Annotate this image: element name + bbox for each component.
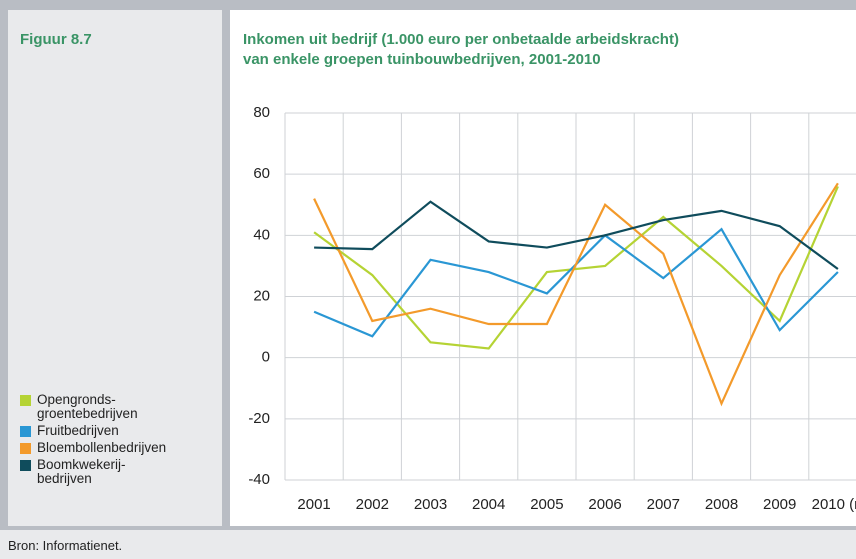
frame bbox=[0, 0, 8, 530]
x-tick-label: 2010 (r) bbox=[812, 496, 856, 513]
legend-item: Fruitbedrijven bbox=[20, 424, 160, 438]
legend-swatch bbox=[20, 443, 31, 454]
y-tick-label: 20 bbox=[253, 287, 270, 304]
frame bbox=[0, 0, 856, 10]
legend-item: Boomkwekerij-bedrijven bbox=[20, 458, 160, 486]
legend-label: Bloembollenbedrijven bbox=[37, 440, 167, 455]
x-tick-label: 2009 bbox=[763, 496, 796, 513]
y-tick-label: -40 bbox=[248, 471, 270, 488]
frame bbox=[222, 0, 230, 530]
y-tick-label: 0 bbox=[262, 349, 270, 366]
frame bbox=[0, 526, 856, 530]
x-tick-label: 2006 bbox=[588, 496, 621, 513]
chart-title: Inkomen uit bedrijf (1.000 euro per onbe… bbox=[243, 30, 679, 70]
legend-label: Opengronds-groentebedrijven bbox=[37, 392, 138, 421]
y-tick-label: 40 bbox=[253, 226, 270, 243]
x-tick-label: 2003 bbox=[414, 496, 447, 513]
series-line bbox=[313, 182, 839, 407]
source: Bron: Informatienet. bbox=[8, 538, 123, 553]
title-line: van enkele groepen tuinbouwbedrijven, 20… bbox=[243, 51, 601, 68]
series-line bbox=[313, 185, 839, 350]
x-tick-label: 2004 bbox=[472, 496, 505, 513]
title-line: Inkomen uit bedrijf (1.000 euro per onbe… bbox=[243, 31, 679, 48]
y-tick-label: 80 bbox=[253, 104, 270, 121]
y-tick-label: -20 bbox=[248, 410, 270, 427]
x-tick-label: 2001 bbox=[297, 496, 330, 513]
legend-swatch bbox=[20, 426, 31, 437]
x-tick-label: 2005 bbox=[530, 496, 563, 513]
figure-label: Figuur 8.7 bbox=[20, 31, 92, 48]
legend: Opengronds-groentebedrijven Fruitbedrijve… bbox=[20, 393, 166, 489]
x-tick-label: 2008 bbox=[705, 496, 738, 513]
x-tick-label: 2007 bbox=[647, 496, 680, 513]
legend-item: Opengronds-groentebedrijven bbox=[20, 393, 160, 421]
plot: -40 -20 0 20 40 60 80 2001 2002 2003 2004 2005 2006 2… bbox=[248, 104, 856, 513]
x-tick-label: 2002 bbox=[356, 496, 389, 513]
legend-label: Fruitbedrijven bbox=[37, 423, 119, 438]
plot-panel bbox=[230, 10, 856, 526]
legend-swatch bbox=[20, 460, 31, 471]
legend-item: Bloembollenbedrijven bbox=[20, 441, 166, 455]
legend-label: Boomkwekerij-bedrijven bbox=[37, 457, 126, 486]
y-tick-label: 60 bbox=[253, 165, 270, 182]
series-line bbox=[314, 200, 839, 270]
legend-swatch bbox=[20, 395, 31, 406]
